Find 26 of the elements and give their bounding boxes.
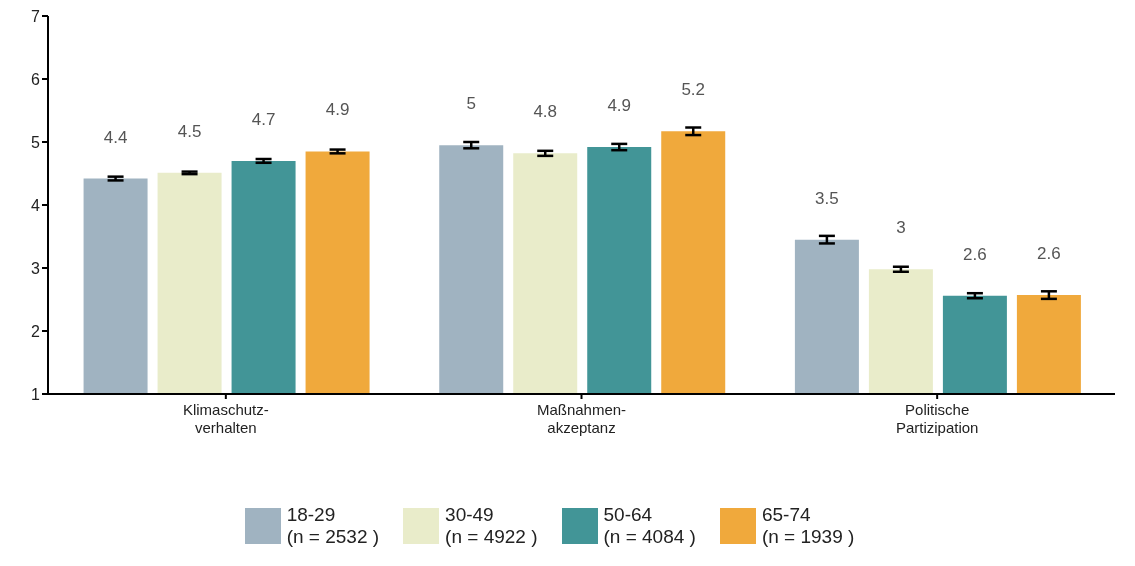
y-tick-label: 3 [31, 259, 41, 277]
y-tick-label: 5 [31, 133, 41, 151]
y-tick-label: 6 [31, 70, 41, 88]
y-tick-label: 7 [31, 7, 41, 25]
x-tick-label: Maßnahmen- akzeptanz [536, 401, 627, 436]
y-tick-label: 1 [31, 385, 41, 403]
x-tick-label: Politische Partizipation [895, 401, 979, 436]
data-label: 4.9 [325, 100, 350, 120]
data-label: 3.5 [815, 188, 839, 208]
data-label: 4.7 [251, 109, 276, 129]
legend-label: 18-29 (n = 2532 ) [286, 504, 380, 548]
data-label: 4.4 [103, 127, 128, 147]
legend-label: 65-74 (n = 1939 ) [761, 504, 855, 548]
data-label: 2.6 [1037, 244, 1061, 264]
data-label: 3 [896, 218, 906, 238]
data-label: 4.5 [177, 121, 202, 141]
data-label: 5 [466, 94, 476, 114]
data-label: 5.2 [681, 80, 706, 100]
y-tick-label: 2 [31, 322, 41, 340]
data-label: 4.8 [533, 102, 558, 122]
x-tick-label: Klimaschutz- verhalten [182, 401, 269, 436]
legend-label: 30-49 (n = 4922 ) [445, 504, 538, 548]
data-label: 4.9 [607, 96, 632, 116]
data-label: 2.6 [963, 244, 987, 264]
y-tick-label: 4 [31, 196, 41, 214]
legend-label: 50-64 (n = 4084 ) [603, 504, 696, 548]
